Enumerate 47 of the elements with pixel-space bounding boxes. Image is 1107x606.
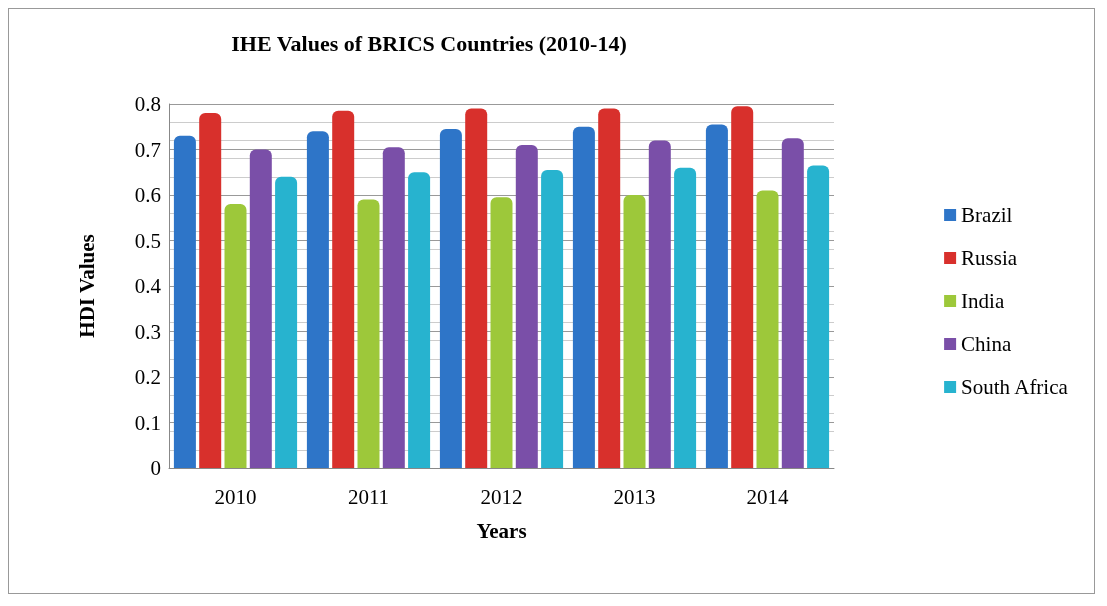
y-tick-label: 0.3 bbox=[134, 319, 161, 344]
bar bbox=[731, 106, 754, 468]
legend-label: Russia bbox=[961, 246, 1018, 270]
bar bbox=[623, 195, 646, 468]
x-tick-label: 2010 bbox=[214, 484, 257, 509]
y-tick-label: 0.2 bbox=[134, 365, 161, 389]
bar bbox=[332, 110, 355, 468]
bar bbox=[541, 169, 564, 468]
bar bbox=[598, 108, 621, 468]
bar bbox=[781, 138, 804, 468]
bar bbox=[224, 204, 247, 468]
bar bbox=[173, 135, 196, 468]
x-axis-title: Years bbox=[476, 518, 527, 543]
bar bbox=[382, 147, 405, 468]
bar bbox=[465, 108, 488, 468]
y-tick-label: 0.4 bbox=[134, 274, 162, 298]
x-tick-label: 2012 bbox=[480, 484, 523, 509]
legend-label: China bbox=[961, 332, 1012, 356]
y-tick-label: 0.6 bbox=[134, 183, 161, 207]
bar bbox=[249, 149, 272, 468]
bar bbox=[515, 144, 538, 468]
bar bbox=[357, 199, 380, 468]
x-tick-label: 2014 bbox=[746, 484, 789, 509]
bar bbox=[490, 197, 513, 468]
y-tick-label: 0.7 bbox=[134, 137, 161, 162]
bar bbox=[756, 190, 779, 468]
bar bbox=[439, 129, 462, 468]
bar bbox=[199, 113, 222, 468]
legend-label: Brazil bbox=[961, 203, 1013, 227]
y-tick-label: 0 bbox=[150, 456, 161, 480]
bar bbox=[572, 126, 595, 468]
bar bbox=[275, 176, 298, 468]
bar bbox=[807, 165, 830, 468]
y-axis-title: HDI Values bbox=[74, 234, 99, 338]
x-tick-label: 2013 bbox=[613, 484, 656, 509]
bar bbox=[648, 140, 671, 468]
legend-label: India bbox=[961, 289, 1005, 313]
bar bbox=[306, 131, 329, 468]
chart-title: IHE Values of BRICS Countries (2010-14) bbox=[231, 30, 627, 56]
legend-label: South Africa bbox=[961, 375, 1069, 399]
bar bbox=[408, 172, 431, 468]
y-tick-label: 0.8 bbox=[134, 92, 161, 116]
y-tick-label: 0.1 bbox=[134, 410, 161, 435]
x-tick-label: 2011 bbox=[347, 484, 390, 509]
bar bbox=[705, 124, 728, 468]
bar bbox=[674, 167, 697, 468]
y-tick-label: 0.5 bbox=[134, 228, 161, 253]
